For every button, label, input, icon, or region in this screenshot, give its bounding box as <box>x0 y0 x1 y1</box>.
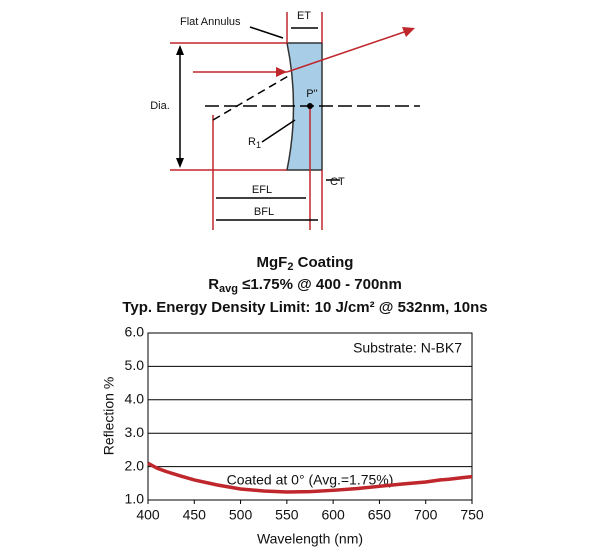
leader <box>249 26 284 39</box>
arrowhead <box>276 67 287 77</box>
x-tick-label: 700 <box>414 507 438 523</box>
x-tick-label: 400 <box>136 507 160 523</box>
y-tick-label: 6.0 <box>125 324 145 340</box>
x-tick-label: 750 <box>460 507 484 523</box>
label: 1 <box>256 140 261 150</box>
label: BFL <box>254 206 274 218</box>
y-axis-label: Reflection % <box>101 377 117 456</box>
chart-title: MgF2 Coating <box>257 254 354 273</box>
title-part: MgF <box>257 254 288 271</box>
label: EFL <box>252 184 272 196</box>
chart-subtitle: Ravg ≤1.75% @ 400 - 700nm <box>208 276 402 295</box>
label: Flat Annulus <box>180 16 241 28</box>
x-tick-label: 600 <box>321 507 345 523</box>
label: P'' <box>306 88 318 100</box>
data-line <box>147 461 473 494</box>
chart-subtitle: Typ. Energy Density Limit: 10 J/cm² @ 53… <box>122 299 487 316</box>
arrowhead <box>402 27 415 37</box>
virtual-ray <box>212 74 291 121</box>
ray-out <box>286 29 411 73</box>
title-part: avg <box>219 283 238 295</box>
y-tick-label: 3.0 <box>125 424 145 440</box>
leader <box>261 119 296 143</box>
label: ET <box>297 10 311 22</box>
title-part: 2 <box>287 261 293 273</box>
x-tick-label: 550 <box>275 507 299 523</box>
label: R1 <box>248 136 261 150</box>
x-tick-label: 450 <box>183 507 207 523</box>
y-tick-label: 1.0 <box>125 491 145 507</box>
title-part: R <box>208 276 219 293</box>
arrowhead <box>176 45 184 55</box>
x-tick-label: 650 <box>368 507 392 523</box>
y-tick-label: 2.0 <box>125 457 145 473</box>
annotation: Coated at 0° (Avg.=1.75%) <box>227 472 394 488</box>
principal-point <box>307 103 313 109</box>
title-part: Coating <box>293 254 353 271</box>
y-tick-label: 4.0 <box>125 391 145 407</box>
x-axis-label: Wavelength (nm) <box>257 531 363 547</box>
title-part: ≤1.75% @ 400 - 700nm <box>238 276 402 293</box>
label: CT <box>330 176 345 188</box>
arrowhead <box>176 158 184 168</box>
annotation: Substrate: N-BK7 <box>353 340 462 356</box>
label: R <box>248 136 256 148</box>
label: Dia. <box>150 100 170 112</box>
lens-diagram: Flat Annulus ET Dia. P'' R1 CT EFL BFL <box>150 10 420 230</box>
y-tick-label: 5.0 <box>125 357 145 373</box>
x-tick-label: 500 <box>229 507 253 523</box>
